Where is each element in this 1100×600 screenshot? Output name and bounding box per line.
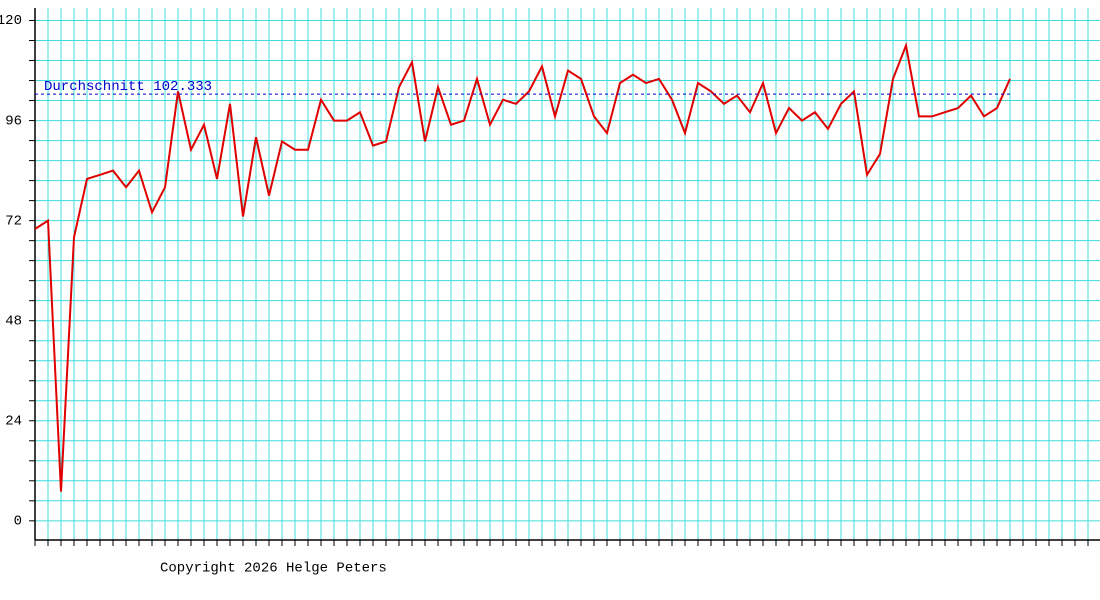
data-line bbox=[34, 41, 1011, 492]
y-tick-label: 96 bbox=[5, 113, 22, 129]
y-tick-label: 72 bbox=[5, 213, 22, 229]
y-tick-label: 0 bbox=[14, 514, 22, 530]
credit: Copyright 2026 Helge Peters bbox=[160, 561, 387, 577]
y-tick-label: 120 bbox=[0, 13, 22, 29]
y-tick-label: 48 bbox=[5, 313, 22, 329]
average-label-text: Durchschnitt bbox=[44, 79, 145, 95]
y-tick-label: 24 bbox=[5, 413, 22, 429]
average-label: Durchschnitt 102.333 bbox=[44, 79, 212, 95]
average-value: 102.333 bbox=[153, 79, 212, 95]
